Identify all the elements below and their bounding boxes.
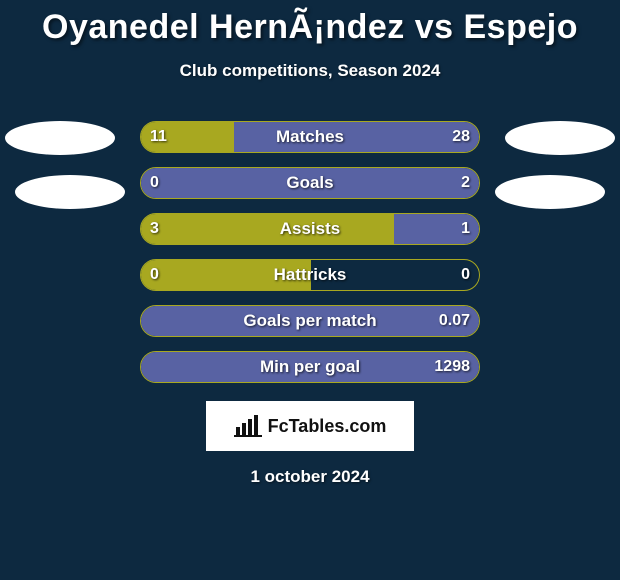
- stat-row: Hattricks0 0: [0, 259, 620, 291]
- stat-value-right: 28: [452, 121, 470, 153]
- subtitle: Club competitions, Season 2024: [0, 61, 620, 81]
- stat-value-left: 11: [150, 121, 167, 153]
- stat-value-right: 2: [461, 167, 470, 199]
- stat-row: Goals per match0.07: [0, 305, 620, 337]
- stat-row: Goals0 2: [0, 167, 620, 199]
- page-title: Oyanedel HernÃ¡ndez vs Espejo: [0, 0, 620, 47]
- stat-row: Assists3 1: [0, 213, 620, 245]
- stat-label: Assists: [140, 213, 480, 245]
- comparison-bars: Matches1128Goals02Assists31Hattricks00Go…: [0, 121, 620, 383]
- fctables-logo: FcTables.com: [206, 401, 414, 451]
- logo-text: FcTables.com: [268, 416, 387, 437]
- bar-chart-icon: [234, 415, 262, 437]
- stat-row: Matches11 28: [0, 121, 620, 153]
- stat-row: Min per goal1298: [0, 351, 620, 383]
- stat-label: Matches: [140, 121, 480, 153]
- stat-label: Goals per match: [140, 305, 480, 337]
- stat-value-right: 1298: [434, 351, 470, 383]
- stat-label: Hattricks: [140, 259, 480, 291]
- stat-label: Min per goal: [140, 351, 480, 383]
- date-label: 1 october 2024: [0, 467, 620, 487]
- stat-value-left: 0: [150, 167, 159, 199]
- stat-value-left: 0: [150, 259, 159, 291]
- stat-label: Goals: [140, 167, 480, 199]
- stat-value-right: 0.07: [439, 305, 470, 337]
- stat-value-right: 1: [461, 213, 470, 245]
- stat-value-right: 0: [461, 259, 470, 291]
- stat-value-left: 3: [150, 213, 159, 245]
